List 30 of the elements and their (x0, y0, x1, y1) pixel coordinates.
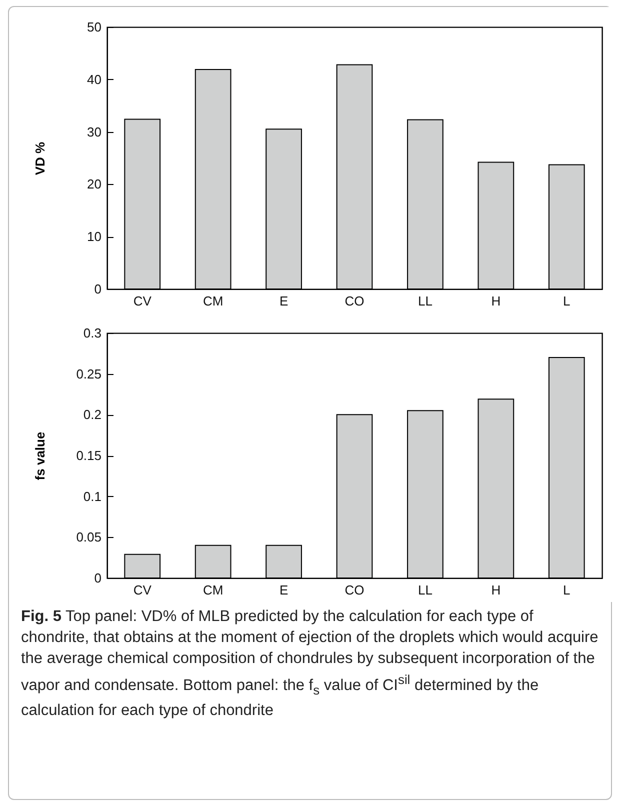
x-tick-label: CO (344, 294, 364, 308)
x-tick-label: H (491, 582, 501, 598)
y-tick-label: 50 (87, 20, 102, 34)
x-tick-label: LL (418, 294, 432, 308)
y-tick-label: 0.3 (83, 326, 102, 340)
x-tick-label: CO (344, 582, 364, 598)
y-tick-label: 0.1 (83, 488, 102, 504)
x-tick-label: L (563, 294, 570, 308)
y-tick-label: 0.15 (76, 448, 102, 463)
x-tick-label: CM (202, 294, 224, 308)
y-axis-title: fs value (32, 432, 48, 480)
y-tick-label: 40 (87, 72, 102, 87)
y-tick-label: 0 (94, 570, 102, 586)
y-tick-label: 20 (87, 176, 102, 192)
text: Fig. 5 Top panel: VD% of MLB predicted by the calculation for each type of chondrite, that obtains at the moment of ejection of the droplets which would acquire the average chemical composition of chondrules by subsequent incorporation of the vapor and condensate. Bottom panel: the f$_{s}$ value of CI$^{sil}$ determined by the calculation for each type of chondrite (21, 608, 598, 720)
x-tick-label: LL (418, 582, 432, 598)
x-tick-label: E (279, 294, 288, 308)
x-tick-label: CV (133, 582, 152, 598)
x-tick-label: E (279, 582, 288, 598)
y-axis-title: VD % (32, 141, 48, 176)
x-tick-label: CV (133, 294, 152, 308)
y-tick-label: 0.25 (76, 366, 102, 382)
y-tick-label: 0 (94, 282, 102, 296)
y-tick-label: 30 (87, 124, 102, 140)
x-tick-label: H (491, 294, 501, 308)
y-tick-label: 0.2 (83, 407, 102, 422)
x-tick-label: CM (202, 582, 224, 598)
y-tick-label: 0.05 (76, 530, 102, 545)
y-tick-label: 10 (87, 229, 102, 244)
x-tick-label: L (563, 582, 570, 598)
